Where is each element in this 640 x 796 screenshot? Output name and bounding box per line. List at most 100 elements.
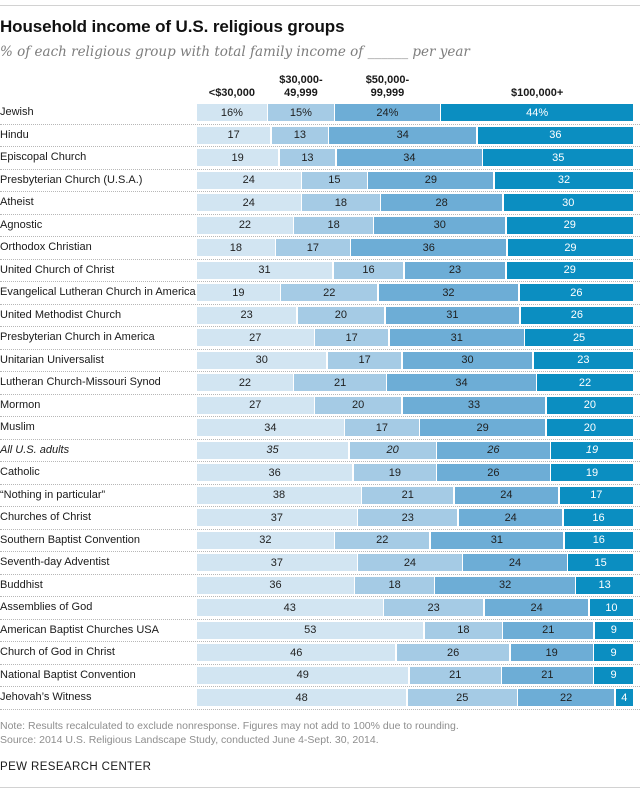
chart-row: All U.S. adults 35 20 26 19: [0, 440, 640, 462]
row-label: United Church of Christ: [0, 263, 115, 276]
bar-segment: 18: [355, 576, 434, 594]
bar-segment: 26: [396, 644, 510, 662]
bar-segment: 9: [594, 644, 633, 662]
footer-notes: Note: Results recalculated to exclude no…: [0, 719, 640, 748]
stacked-bar: 36 18 32 13: [197, 576, 633, 594]
bar-segment: 17: [345, 419, 419, 437]
stacked-bar: 37 24 24 15: [197, 554, 633, 572]
row-label: Presbyterian Church (U.S.A.): [0, 173, 143, 186]
bar-segment: 32: [494, 171, 633, 189]
bar-segment: 30: [197, 351, 327, 369]
row-label: Assemblies of God: [0, 601, 93, 614]
stacked-bar: 43 23 24 10: [197, 599, 634, 617]
row-label: Jehovah’s Witness: [0, 691, 92, 704]
chart-row: United Methodist Church 23 20 31 26: [0, 305, 640, 327]
chart-row: Evangelical Lutheran Church in America 19…: [0, 282, 640, 305]
bar-segment: 17: [327, 351, 402, 369]
bar-segment: 35: [197, 441, 349, 459]
bar-segment: 17: [559, 486, 633, 504]
bar-segment: 32: [197, 531, 334, 549]
bar-segment: 13: [271, 126, 328, 144]
bar-segment: 27: [197, 329, 314, 347]
chart-row: Atheist 24 18 28 30: [0, 192, 640, 215]
chart-row: Muslim 34 17 29 20: [0, 417, 640, 440]
bar-segment: 24: [484, 599, 589, 617]
stacked-bar: 22 18 30 29: [197, 216, 633, 234]
chart-row: Buddhist 36 18 32 13: [0, 575, 640, 597]
bar-segment: 29: [420, 419, 546, 437]
bar-segment: 4: [615, 689, 634, 707]
chart-row: Unitarian Universalist 30 17 30 23: [0, 350, 640, 372]
chart-row: United Church of Christ 31 16 23 29: [0, 260, 640, 282]
bar-segment: 13: [576, 576, 633, 594]
bar-segment: 19: [197, 149, 279, 167]
bar-segment: 26: [437, 441, 550, 459]
bar-segment: 9: [594, 621, 634, 639]
bar-segment: 16: [333, 261, 404, 279]
column-header: <$30,000: [208, 87, 255, 99]
bar-segment: 21: [362, 486, 454, 504]
row-label: Orthodox Christian: [0, 241, 92, 254]
bar-segment: 48: [197, 689, 407, 707]
stacked-bar: 38 21 24 17: [197, 486, 633, 504]
bar-segment: 31: [389, 329, 524, 347]
note-text: Note: Results recalculated to exclude no…: [0, 719, 459, 732]
bar-segment: 30: [503, 194, 633, 212]
row-label: “Nothing in particular”: [0, 488, 106, 501]
bar-segment: 18: [197, 239, 275, 257]
bar-segment: 34: [336, 149, 482, 167]
chart-row: Presbyterian Church in America 27 17 31 25: [0, 327, 640, 350]
chart-row: Assemblies of God 43 23 24 10: [0, 597, 640, 620]
stacked-bar: 27 20 33 20: [197, 396, 633, 414]
bottom-rule: [0, 787, 640, 788]
row-label: American Baptist Churches USA: [0, 623, 159, 636]
bar-segment: 20: [349, 441, 436, 459]
bar-segment: 24: [197, 171, 301, 189]
bar-segment: 22: [518, 689, 615, 707]
bar-segment: 32: [435, 576, 575, 594]
bar-segment: 21: [502, 666, 593, 684]
stacked-bar: 34 17 29 20: [197, 419, 633, 437]
row-label: Hindu: [0, 128, 29, 141]
bar-segment: 35: [483, 149, 633, 167]
bar-segment: 31: [197, 261, 333, 279]
bar-segment: 18: [424, 621, 502, 639]
row-label: United Methodist Church: [0, 308, 122, 321]
stacked-bar: 36 19 26 19: [197, 464, 633, 482]
row-label: Seventh-day Adventist: [0, 556, 110, 569]
column-header-spacer: [0, 62, 197, 102]
bar-segment: 37: [197, 554, 357, 572]
column-header-row: <$30,000 $30,000- 49,999 $50,000- 99,999 $1…: [0, 62, 640, 102]
chart-row: “Nothing in particular” 38 21 24 17: [0, 485, 640, 507]
bar-segment: 46: [197, 644, 396, 662]
column-header: $30,000- 49,999: [279, 74, 323, 99]
stacked-bar: 35 20 26 19: [197, 441, 633, 459]
stacked-bar: 24 15 29 32: [197, 171, 633, 189]
bar-segment: 33: [402, 396, 546, 414]
bar-segment: 37: [197, 509, 357, 527]
bar-segment: 23: [358, 509, 458, 527]
stacked-bar: 19 22 32 26: [197, 284, 633, 302]
bar-segment: 53: [197, 621, 424, 639]
row-label: Agnostic: [0, 218, 43, 231]
row-label: Lutheran Church-Missouri Synod: [0, 376, 161, 389]
row-label: Jewish: [0, 106, 34, 119]
bar-segment: 17: [276, 239, 350, 257]
chart-row: National Baptist Convention 49 21 21 9: [0, 665, 640, 687]
row-label: Unitarian Universalist: [0, 353, 104, 366]
bar-segment: 19: [551, 441, 633, 459]
bar-segment: 16: [563, 509, 634, 527]
bar-segment: 25: [407, 689, 517, 707]
chart-row: Lutheran Church-Missouri Synod 22 21 34 22: [0, 372, 640, 395]
chart-row: Agnostic 22 18 30 29: [0, 215, 640, 237]
bar-segment: 36: [197, 464, 353, 482]
bar-segment: 18: [294, 216, 373, 234]
chart-row: Orthodox Christian 18 17 36 29: [0, 237, 640, 260]
bar-segment: 34: [387, 374, 536, 392]
bar-segment: 28: [381, 194, 503, 212]
bar-segment: 19: [551, 464, 633, 482]
bar-segment: 31: [430, 531, 564, 549]
bar-segment: 23: [533, 351, 634, 369]
chart-row: American Baptist Churches USA 53 18 21 9: [0, 620, 640, 642]
row-label: Atheist: [0, 196, 34, 209]
